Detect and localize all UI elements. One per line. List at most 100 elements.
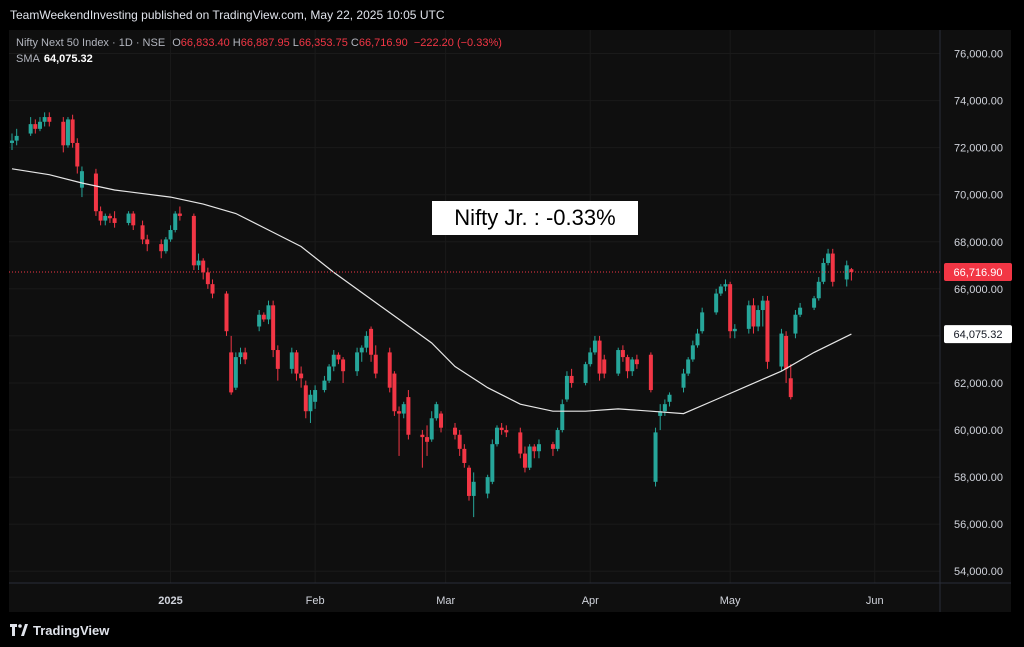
candle-body	[75, 142, 80, 167]
time-axis: 2025 Feb Mar Apr May Jun	[9, 582, 1011, 607]
last-price-tag	[944, 262, 1012, 281]
candle-body	[592, 340, 597, 353]
candle	[439, 411, 444, 433]
candle	[625, 354, 630, 379]
candle	[462, 444, 467, 468]
candle	[471, 472, 476, 518]
candle-body	[434, 404, 439, 419]
candle-body	[177, 213, 182, 216]
price-axis: 54,000.00 56,000.00 58,000.00 60,000.00 62,0…	[939, 30, 1003, 612]
candle	[191, 213, 196, 271]
candle-body	[522, 453, 527, 468]
candle-body	[275, 350, 280, 369]
candle	[140, 220, 145, 245]
candle-body	[163, 239, 168, 252]
legend-symbol[interactable]: Nifty Next 50 Index · 1D · NSE	[16, 37, 166, 49]
candle-body	[756, 310, 761, 327]
y-tick-label: 58,000.00	[954, 472, 1003, 484]
candle	[70, 114, 75, 148]
candle-body	[527, 446, 532, 468]
candle-body	[532, 446, 537, 452]
plot-area[interactable]	[9, 30, 1011, 612]
candle-body	[471, 481, 476, 496]
last-price-tag-label: 66,716.90	[954, 267, 1003, 279]
candle-body	[224, 293, 229, 332]
y-tick-label: 56,000.00	[954, 519, 1003, 531]
candle-body	[37, 121, 42, 129]
candle	[205, 267, 210, 289]
candle	[583, 361, 588, 386]
candle-body	[620, 350, 625, 358]
candle-body	[550, 444, 555, 449]
annotation-callout[interactable]: Nifty Jr. : -0.33%	[432, 201, 638, 235]
candle	[341, 357, 346, 383]
candle	[327, 364, 332, 383]
candle-body	[457, 434, 462, 449]
candle-body	[504, 430, 509, 433]
legend: Nifty Next 50 Index · 1D · NSE O66,833.4…	[16, 35, 502, 67]
x-tick-label: Feb	[306, 595, 325, 607]
candle	[555, 427, 560, 452]
candle-body	[257, 314, 262, 327]
candle-body	[299, 373, 304, 379]
sma-line	[11, 168, 852, 415]
candle-body	[47, 117, 52, 122]
candle	[453, 422, 458, 440]
candle	[662, 399, 667, 416]
candle-body	[107, 215, 112, 219]
legend-sma-row[interactable]: SMA 64,075.32	[16, 51, 502, 67]
candle-body	[686, 359, 691, 374]
candle	[634, 354, 639, 369]
candle	[569, 368, 574, 388]
tradingview-logo[interactable]: TradingView	[10, 622, 109, 638]
candle	[602, 354, 607, 379]
candle	[485, 474, 490, 499]
candle-body	[28, 124, 33, 134]
candle	[275, 345, 280, 381]
candle	[336, 352, 341, 365]
candle-body	[173, 213, 178, 231]
candle	[65, 117, 70, 148]
candle-body	[313, 390, 318, 402]
candle	[793, 310, 798, 339]
candle-body	[303, 385, 308, 412]
candle	[504, 425, 509, 438]
candle	[816, 277, 821, 301]
candle	[93, 168, 98, 216]
legend-low-label: L	[292, 37, 299, 49]
candle-body	[10, 140, 14, 143]
candle	[499, 422, 504, 435]
candle-body	[406, 397, 411, 435]
candle-body	[462, 448, 467, 463]
candle-body	[536, 444, 541, 452]
candle	[718, 284, 723, 296]
candle	[28, 117, 33, 136]
y-tick-label: 76,000.00	[954, 49, 1003, 61]
candle	[821, 258, 826, 285]
sma-price-tag	[944, 325, 1012, 344]
candle-body	[355, 352, 360, 372]
candle	[397, 406, 402, 456]
candle-body	[327, 366, 332, 381]
candle	[359, 345, 364, 362]
candle-body	[159, 244, 164, 252]
candle-body	[397, 411, 402, 414]
candle-body	[243, 352, 248, 360]
candle	[392, 371, 397, 416]
candle	[313, 385, 318, 409]
candle	[33, 119, 38, 134]
candle	[126, 211, 131, 226]
candle	[653, 427, 658, 487]
candle	[746, 300, 751, 334]
candle	[527, 444, 532, 471]
candle	[550, 441, 555, 456]
candle-body	[555, 430, 560, 449]
candle	[536, 439, 541, 459]
candle-body	[401, 404, 406, 414]
candle-body	[191, 215, 196, 266]
candle-body	[103, 215, 108, 221]
candle-body	[793, 314, 798, 334]
candle-body	[387, 352, 392, 388]
candle-body	[830, 253, 835, 282]
